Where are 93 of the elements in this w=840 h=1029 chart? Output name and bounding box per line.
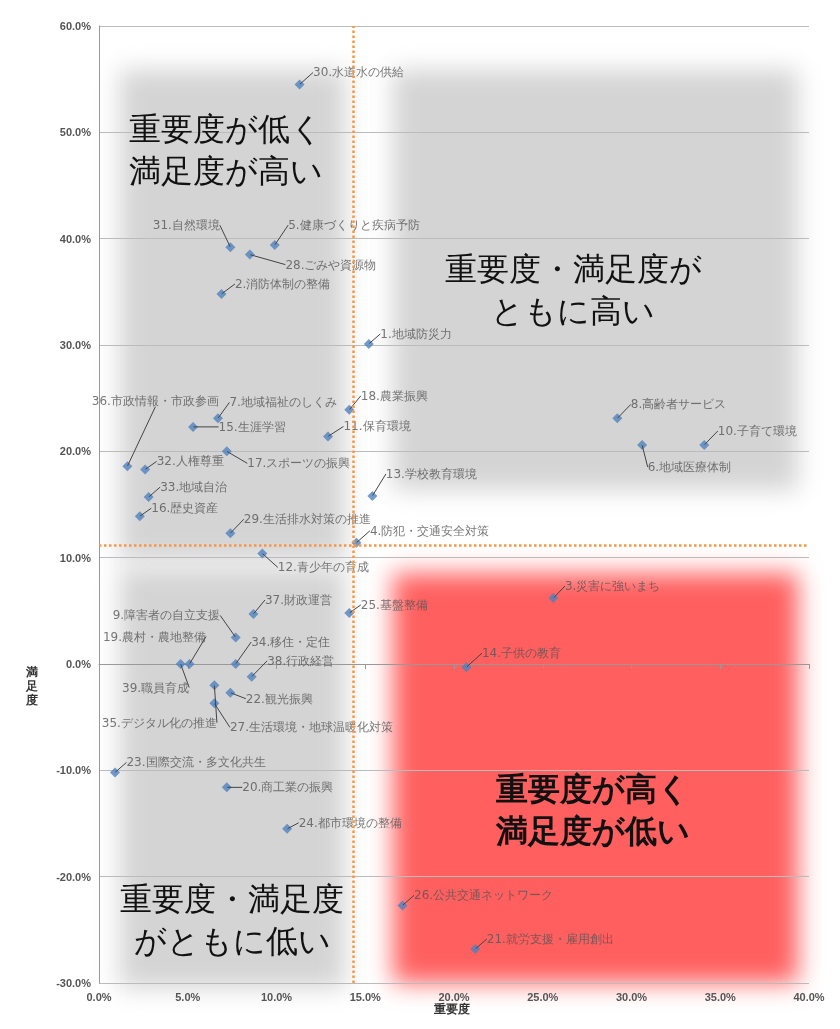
- annotation: 21.就労支援・雇用創出: [486, 931, 614, 946]
- point: [225, 528, 236, 539]
- y-tick-label: 20.0%: [59, 445, 92, 458]
- annotation: 7.地域福祉のしくみ: [229, 395, 337, 410]
- annotation: 9.障害者の自立支援: [112, 608, 221, 623]
- y-tick-label: -10.0%: [56, 764, 92, 777]
- annotation: 14.子供の教育: [481, 646, 562, 661]
- y-tick-label: 10.0%: [59, 551, 92, 564]
- y-tick-label: 60.0%: [59, 20, 92, 32]
- point: [344, 404, 355, 415]
- annotation: 27.生活環境・地球温暖化対策: [229, 720, 393, 735]
- point: [282, 823, 293, 834]
- point: [548, 593, 559, 604]
- annotation: 19.農村・農地整備: [102, 629, 207, 644]
- point: [294, 79, 305, 90]
- point: [225, 687, 236, 698]
- annotation: 38.行政経営: [267, 653, 335, 668]
- annotation: 32.人権尊重: [156, 454, 224, 469]
- annotation: 22.観光振興: [245, 691, 313, 706]
- x-axis-title: 重要度: [433, 1002, 470, 1016]
- x-tick-label: 40.0%: [793, 990, 825, 1003]
- annotation: 11.保育環境: [343, 419, 411, 434]
- point: [244, 249, 255, 260]
- y-tick-label: 0.0%: [65, 658, 92, 670]
- x-tick-label: 30.0%: [615, 990, 648, 1003]
- annotation: 重要度が高く満足度が低い: [495, 769, 691, 852]
- x-tick-label: 10.0%: [260, 990, 293, 1003]
- point: [248, 609, 259, 620]
- point: [363, 338, 374, 349]
- y-axis-title: 満足度: [25, 664, 38, 707]
- point: [221, 782, 232, 793]
- annotation: 10.子育て環境: [717, 423, 797, 438]
- y-tick-label: -30.0%: [56, 977, 92, 989]
- point: [322, 431, 333, 442]
- point: [216, 288, 227, 299]
- point: [612, 413, 623, 424]
- point: [257, 548, 268, 559]
- annotation: 20.商工業の振興: [242, 780, 334, 795]
- annotation: 23.国際交流・多文化共生: [126, 755, 266, 770]
- point: [143, 492, 154, 503]
- annotation: 24.都市環境の整備: [298, 815, 402, 830]
- annotation: 5.健康づくりと疾病予防: [288, 218, 420, 233]
- point: [109, 767, 120, 778]
- point: [637, 439, 648, 450]
- x-tick-label: 5.0%: [175, 990, 201, 1003]
- point: [175, 659, 186, 669]
- point: [184, 659, 195, 669]
- annotation: 16.歴史資産: [151, 501, 219, 516]
- y-tick-label: 30.0%: [59, 339, 92, 351]
- annotation: 17.スポーツの振興: [247, 456, 351, 471]
- annotation: 29.生活排水対策の推進: [243, 512, 371, 527]
- y-tick-label: 40.0%: [59, 232, 92, 245]
- x-tick-label: 25.0%: [527, 990, 559, 1003]
- annotation: 8.高齢者サービス: [630, 397, 727, 412]
- point: [221, 446, 232, 457]
- annotation: 6.地域医療体制: [647, 459, 732, 474]
- point: [269, 240, 280, 251]
- annotation: 39.職員育成: [122, 680, 190, 695]
- annotation: 4.防犯・交通安全対策: [369, 523, 490, 538]
- annotation: 15.生涯学習: [218, 419, 286, 434]
- point: [212, 413, 223, 424]
- annotation: 34.移住・定住: [251, 635, 331, 649]
- y-tick-label: 50.0%: [59, 126, 92, 139]
- x-tick-label: 20.0%: [438, 990, 470, 1003]
- point: [699, 439, 710, 450]
- annotation: 重要度・満足度がともに低い: [119, 879, 345, 962]
- point: [461, 662, 472, 673]
- point: [470, 943, 481, 954]
- point: [397, 900, 408, 911]
- point: [209, 680, 220, 691]
- x-tick-label: 35.0%: [704, 990, 737, 1003]
- x-tick-label: 0.0%: [86, 990, 112, 1003]
- annotation: 2.消防体制の整備: [234, 276, 331, 291]
- annotation: 35.デジタル化の推進: [101, 715, 217, 730]
- annotation: 26.公共交通ネットワーク: [414, 888, 554, 903]
- point: [122, 461, 133, 472]
- y-tick-label: -20.0%: [56, 870, 92, 883]
- point: [230, 632, 241, 643]
- point: [230, 659, 241, 669]
- annotation: 重要度が低く満足度が高い: [127, 109, 324, 192]
- annotation: 3.災害に強いまち: [564, 579, 661, 594]
- annotation: 28.ごみや資源物: [285, 257, 377, 272]
- annotation: 18.農業振興: [360, 388, 428, 403]
- annotation: 37.財政運営: [264, 593, 333, 608]
- point: [246, 671, 257, 682]
- point: [134, 511, 145, 522]
- point: [140, 464, 151, 475]
- x-tick-label: 15.0%: [349, 990, 382, 1003]
- annotation: 33.地域自治: [160, 480, 228, 495]
- annotation: 31.自然環境: [152, 218, 220, 233]
- annotation: 13.学校教育環境: [385, 466, 477, 481]
- annotation: 25.基盤整備: [360, 597, 428, 612]
- point: [367, 490, 378, 501]
